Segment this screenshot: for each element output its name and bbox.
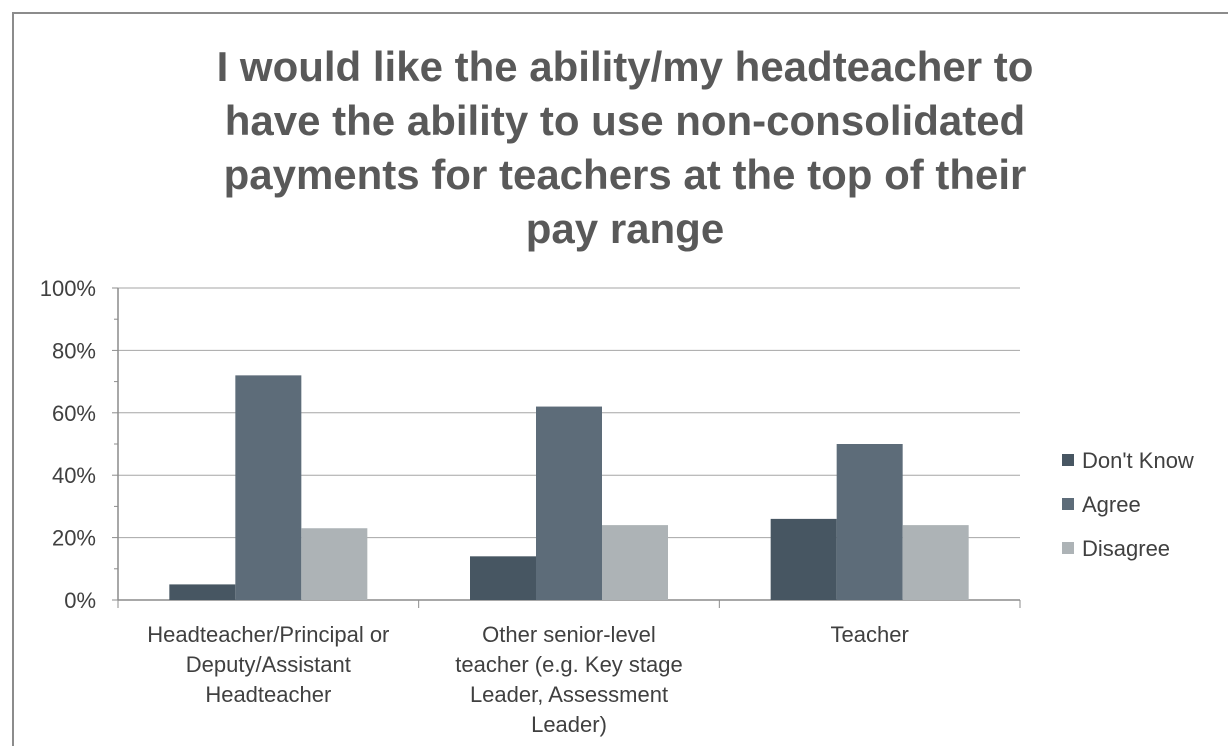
chart-title-line-2: have the ability to use non-consolidated bbox=[224, 97, 1026, 144]
category-label: Deputy/Assistant bbox=[186, 652, 351, 677]
category-label: Headteacher bbox=[205, 682, 331, 707]
category-label: Headteacher/Principal or bbox=[147, 622, 389, 647]
chart-title-line-4: pay range bbox=[525, 205, 725, 252]
category-label: Teacher bbox=[831, 622, 909, 647]
y-tick-label: 40% bbox=[52, 463, 96, 488]
legend-swatch bbox=[1062, 498, 1074, 510]
bar-don-t-know-1 bbox=[470, 556, 536, 600]
bar-agree-1 bbox=[536, 406, 602, 600]
chart-frame bbox=[12, 12, 1228, 746]
bar-don-t-know-2 bbox=[770, 518, 837, 600]
bar-disagree-2 bbox=[902, 525, 969, 600]
bar-don-t-know-0 bbox=[169, 584, 236, 600]
legend-label: Disagree bbox=[1082, 536, 1170, 561]
bar-disagree-1 bbox=[602, 525, 668, 600]
y-tick-label: 100% bbox=[40, 276, 96, 301]
category-label: Other senior-level bbox=[482, 622, 656, 647]
category-label: Leader, Assessment bbox=[470, 682, 668, 707]
chart-title-line-1: I would like the ability/my headteacher … bbox=[216, 43, 1034, 90]
y-tick-label: 80% bbox=[52, 338, 96, 363]
chart-title: I would like the ability/my headteacher … bbox=[0, 40, 1230, 256]
legend-swatch bbox=[1062, 454, 1074, 466]
category-label: Leader) bbox=[531, 712, 607, 737]
category-label: teacher (e.g. Key stage bbox=[455, 652, 682, 677]
bar-agree-0 bbox=[235, 375, 302, 600]
legend-label: Don't Know bbox=[1082, 448, 1194, 473]
bar-agree-2 bbox=[836, 444, 903, 600]
bar-disagree-0 bbox=[301, 528, 368, 600]
legend-label: Agree bbox=[1082, 492, 1141, 517]
y-tick-label: 60% bbox=[52, 401, 96, 426]
legend-swatch bbox=[1062, 542, 1074, 554]
y-tick-label: 20% bbox=[52, 526, 96, 551]
y-tick-label: 0% bbox=[64, 588, 96, 613]
chart-title-line-3: payments for teachers at the top of thei… bbox=[223, 151, 1027, 198]
